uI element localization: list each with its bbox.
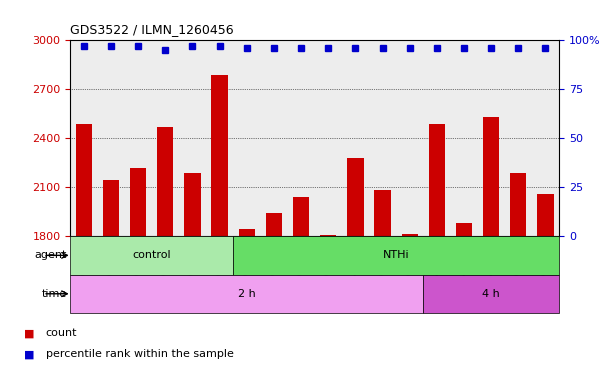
- Bar: [206, 40, 233, 236]
- Bar: [152, 40, 179, 236]
- Bar: [532, 40, 559, 236]
- Text: GDS3522 / ILMN_1260456: GDS3522 / ILMN_1260456: [70, 23, 234, 36]
- Text: NTHi: NTHi: [383, 250, 409, 260]
- Bar: [260, 40, 288, 236]
- Text: 4 h: 4 h: [482, 289, 500, 299]
- Bar: [483, 117, 499, 236]
- Bar: [342, 40, 369, 236]
- Bar: [315, 40, 342, 236]
- Text: ■: ■: [24, 349, 35, 359]
- Bar: [537, 194, 554, 236]
- Bar: [288, 40, 315, 236]
- Bar: [369, 40, 396, 236]
- Bar: [157, 127, 174, 236]
- Bar: [70, 236, 233, 275]
- Bar: [510, 172, 527, 236]
- Bar: [233, 236, 559, 275]
- Bar: [375, 190, 390, 236]
- Bar: [505, 40, 532, 236]
- Bar: [211, 74, 228, 236]
- Bar: [396, 40, 423, 236]
- Text: time: time: [42, 289, 67, 299]
- Bar: [423, 40, 450, 236]
- Text: 2 h: 2 h: [238, 289, 255, 299]
- Text: agent: agent: [35, 250, 67, 260]
- Bar: [478, 40, 505, 236]
- Bar: [179, 40, 206, 236]
- Bar: [70, 275, 423, 313]
- Bar: [347, 158, 364, 236]
- Text: control: control: [133, 250, 171, 260]
- Bar: [103, 180, 119, 236]
- Bar: [401, 234, 418, 236]
- Bar: [233, 40, 260, 236]
- Text: count: count: [46, 328, 78, 338]
- Bar: [320, 235, 337, 236]
- Bar: [450, 40, 478, 236]
- Bar: [185, 172, 200, 236]
- Bar: [70, 40, 97, 236]
- Bar: [76, 124, 92, 236]
- Bar: [456, 223, 472, 236]
- Bar: [429, 124, 445, 236]
- Bar: [293, 197, 309, 236]
- Bar: [130, 167, 146, 236]
- Bar: [423, 275, 559, 313]
- Bar: [239, 229, 255, 236]
- Bar: [266, 213, 282, 236]
- Bar: [125, 40, 152, 236]
- Text: percentile rank within the sample: percentile rank within the sample: [46, 349, 233, 359]
- Text: ■: ■: [24, 328, 35, 338]
- Bar: [97, 40, 125, 236]
